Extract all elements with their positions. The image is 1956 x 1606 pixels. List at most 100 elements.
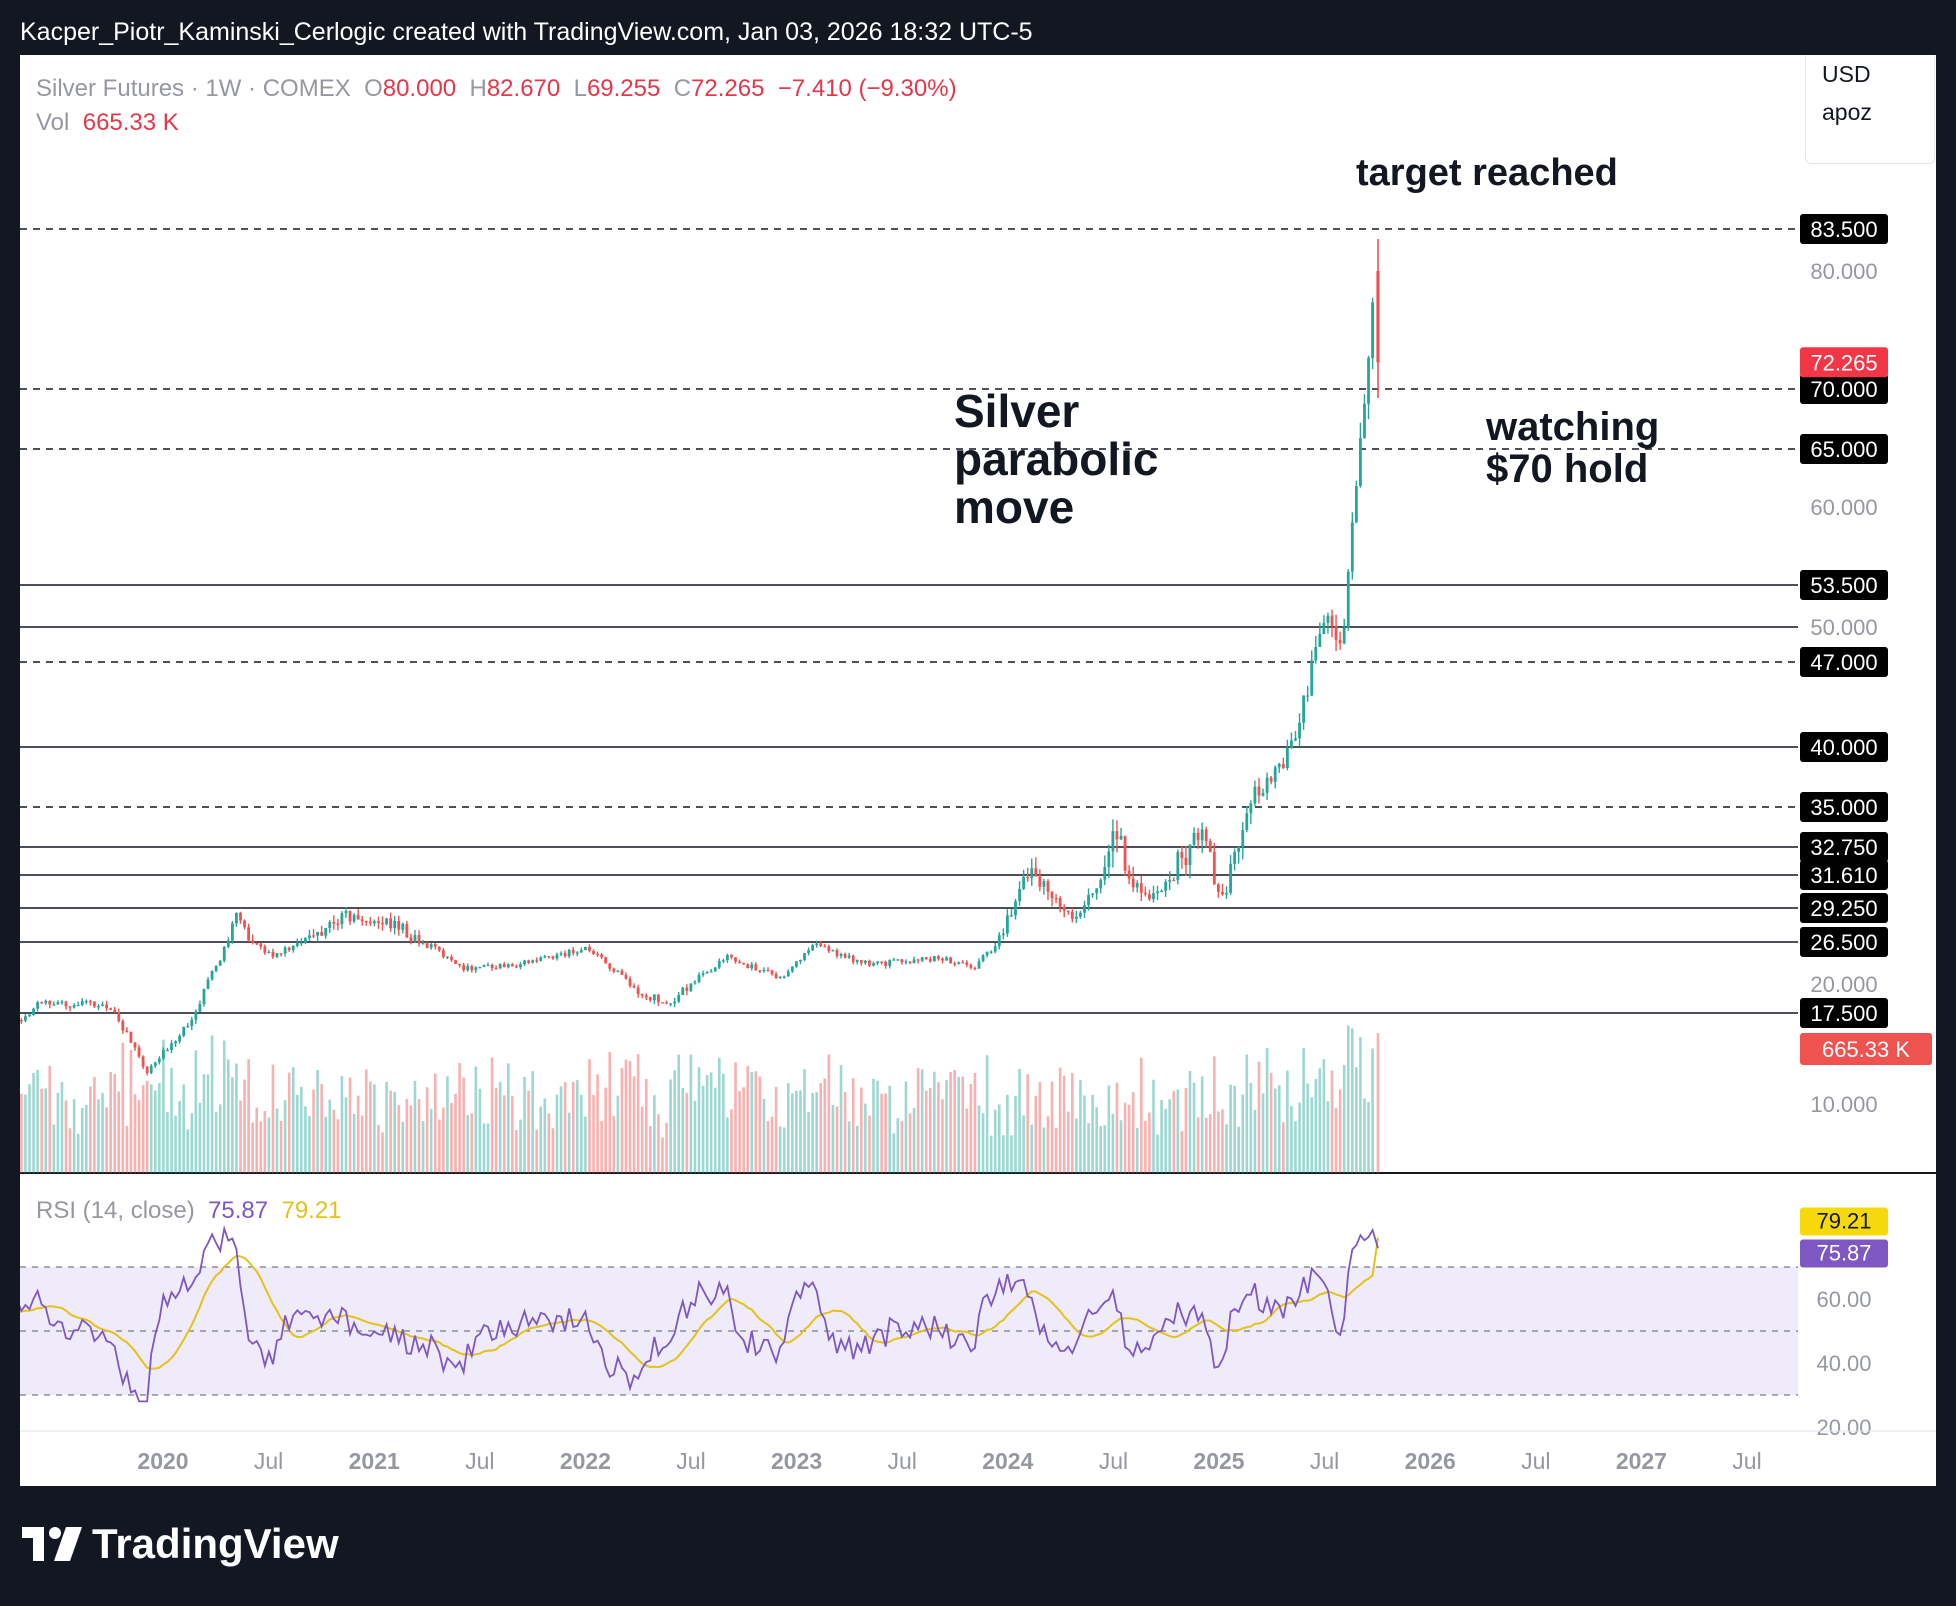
volume-bar-56 (214, 1111, 218, 1173)
volume-bar-266 (1066, 1111, 1070, 1173)
candle-body-336 (1350, 522, 1354, 572)
volume-bar-76 (296, 1094, 299, 1173)
tradingview-logo[interactable]: TradingView (22, 1520, 339, 1568)
unit-label[interactable]: apoz (1822, 99, 1872, 125)
volume-bar-36 (133, 1094, 137, 1173)
candle-body-179 (713, 967, 717, 972)
volume-bar-255 (1022, 1115, 1025, 1173)
volume-bar-232 (929, 1088, 932, 1173)
volume-bar-169 (673, 1070, 676, 1173)
volume-bar-225 (900, 1121, 904, 1173)
candle-body-298 (1196, 832, 1200, 841)
candle-body-last (1376, 271, 1380, 363)
currency-box[interactable]: USD apoz (1805, 55, 1935, 164)
candle-body-323 (1298, 722, 1301, 739)
volume-bar-326 (1310, 1097, 1314, 1173)
volume-bar-108 (425, 1087, 429, 1173)
volume-bar-233 (933, 1071, 936, 1173)
volume-bar-89 (348, 1077, 352, 1173)
volume-bar-228 (912, 1108, 916, 1173)
candle-body-333 (1338, 639, 1342, 644)
volume-bar-307 (1233, 1085, 1236, 1173)
candle-body-274 (1099, 879, 1103, 889)
x-tick-label-9: Jul (1099, 1448, 1128, 1474)
volume-bar-33 (121, 1042, 125, 1173)
candle-body-134 (531, 960, 535, 963)
candle-body-267 (1070, 911, 1074, 919)
volume-bar-172 (685, 1093, 689, 1173)
volume-bar-186 (742, 1087, 745, 1173)
currency-label[interactable]: USD (1822, 61, 1871, 87)
candle-body-148 (588, 946, 591, 951)
price-chart-svg[interactable]: 83.500 70.000 65.000 53.500 47.000 40.000 35.0… (20, 55, 1936, 1486)
volume-bar-12 (36, 1069, 39, 1173)
candle-body-169 (673, 1001, 677, 1004)
volume-bar-273 (1095, 1107, 1098, 1173)
chart-panel[interactable]: 83.500 70.000 65.000 53.500 47.000 40.000 35.0… (20, 55, 1936, 1486)
volume-bar-165 (657, 1114, 660, 1173)
candle-body-306 (1229, 863, 1232, 893)
volume-bar-19 (64, 1100, 68, 1173)
candle-body-290 (1164, 881, 1168, 891)
volume-bar-246 (985, 1055, 989, 1173)
candle-body-115 (454, 960, 457, 964)
volume-bar-171 (681, 1087, 685, 1173)
candle-body-242 (969, 964, 973, 968)
candle-body-229 (916, 959, 920, 961)
candle-body-339 (1363, 403, 1366, 439)
candle-body-157 (624, 974, 628, 979)
candle-body-90 (352, 915, 356, 922)
volume-bar-103 (405, 1098, 409, 1173)
volume-bar-55 (210, 1035, 214, 1173)
candle-body-251 (1005, 915, 1009, 934)
volume-bar-214 (855, 1125, 859, 1173)
candle-body-48 (182, 1027, 186, 1036)
candle-body-76 (295, 943, 299, 946)
candle-body-53 (202, 988, 206, 1005)
candle-body-144 (571, 949, 575, 954)
candle-body-239 (957, 962, 961, 964)
candle-body-219 (876, 961, 879, 964)
volume-bar-295 (1184, 1087, 1188, 1173)
volume-bar-189 (754, 1071, 758, 1173)
volume-bar-294 (1180, 1131, 1184, 1173)
candle-body-33 (121, 1021, 125, 1031)
candle-body-11 (32, 1008, 35, 1015)
volume-bar-109 (429, 1108, 433, 1173)
volume-legend[interactable]: Vol 665.33 K (36, 109, 179, 137)
volume-bar-154 (612, 1116, 616, 1173)
volume-bar-66 (255, 1107, 259, 1173)
candle-body-92 (360, 919, 364, 922)
candle-body-304 (1221, 891, 1224, 895)
candle-body-193 (770, 970, 774, 975)
volume-bar-131 (519, 1119, 522, 1173)
volume-bar-53 (202, 1074, 206, 1173)
volume-bar-68 (263, 1111, 267, 1173)
candle-body-225 (900, 959, 904, 963)
volume-bar-159 (632, 1076, 636, 1173)
candle-body-171 (681, 987, 685, 995)
candle-body-291 (1168, 879, 1172, 882)
volume-bar-264 (1058, 1067, 1062, 1173)
volume-bar-80 (312, 1089, 315, 1173)
volume-bar-84 (328, 1099, 332, 1173)
volume-bar-22 (76, 1133, 80, 1173)
candle-body-238 (953, 963, 957, 965)
volume-bar-28 (101, 1092, 104, 1173)
open-value: 80.000 (382, 75, 457, 102)
candle-body-86 (336, 923, 340, 925)
candle-body-181 (721, 960, 725, 962)
candle-body-99 (389, 918, 393, 929)
candle-body-78 (304, 938, 307, 943)
volume-bar-193 (770, 1116, 774, 1173)
volume-bar-122 (482, 1123, 486, 1173)
symbol-legend[interactable]: Silver Futures · 1W · COMEX O80.000 H82.… (36, 75, 957, 103)
candle-body-326 (1310, 660, 1314, 696)
rsi-legend[interactable]: RSI (14, close) 75.87 79.21 (36, 1197, 342, 1225)
volume-bar-35 (129, 1049, 133, 1173)
volume-bar-316 (1269, 1072, 1273, 1173)
candle-body-146 (579, 950, 583, 953)
candle-body-41 (153, 1062, 157, 1066)
candle-body-312 (1253, 786, 1257, 804)
candle-body-307 (1233, 851, 1237, 864)
